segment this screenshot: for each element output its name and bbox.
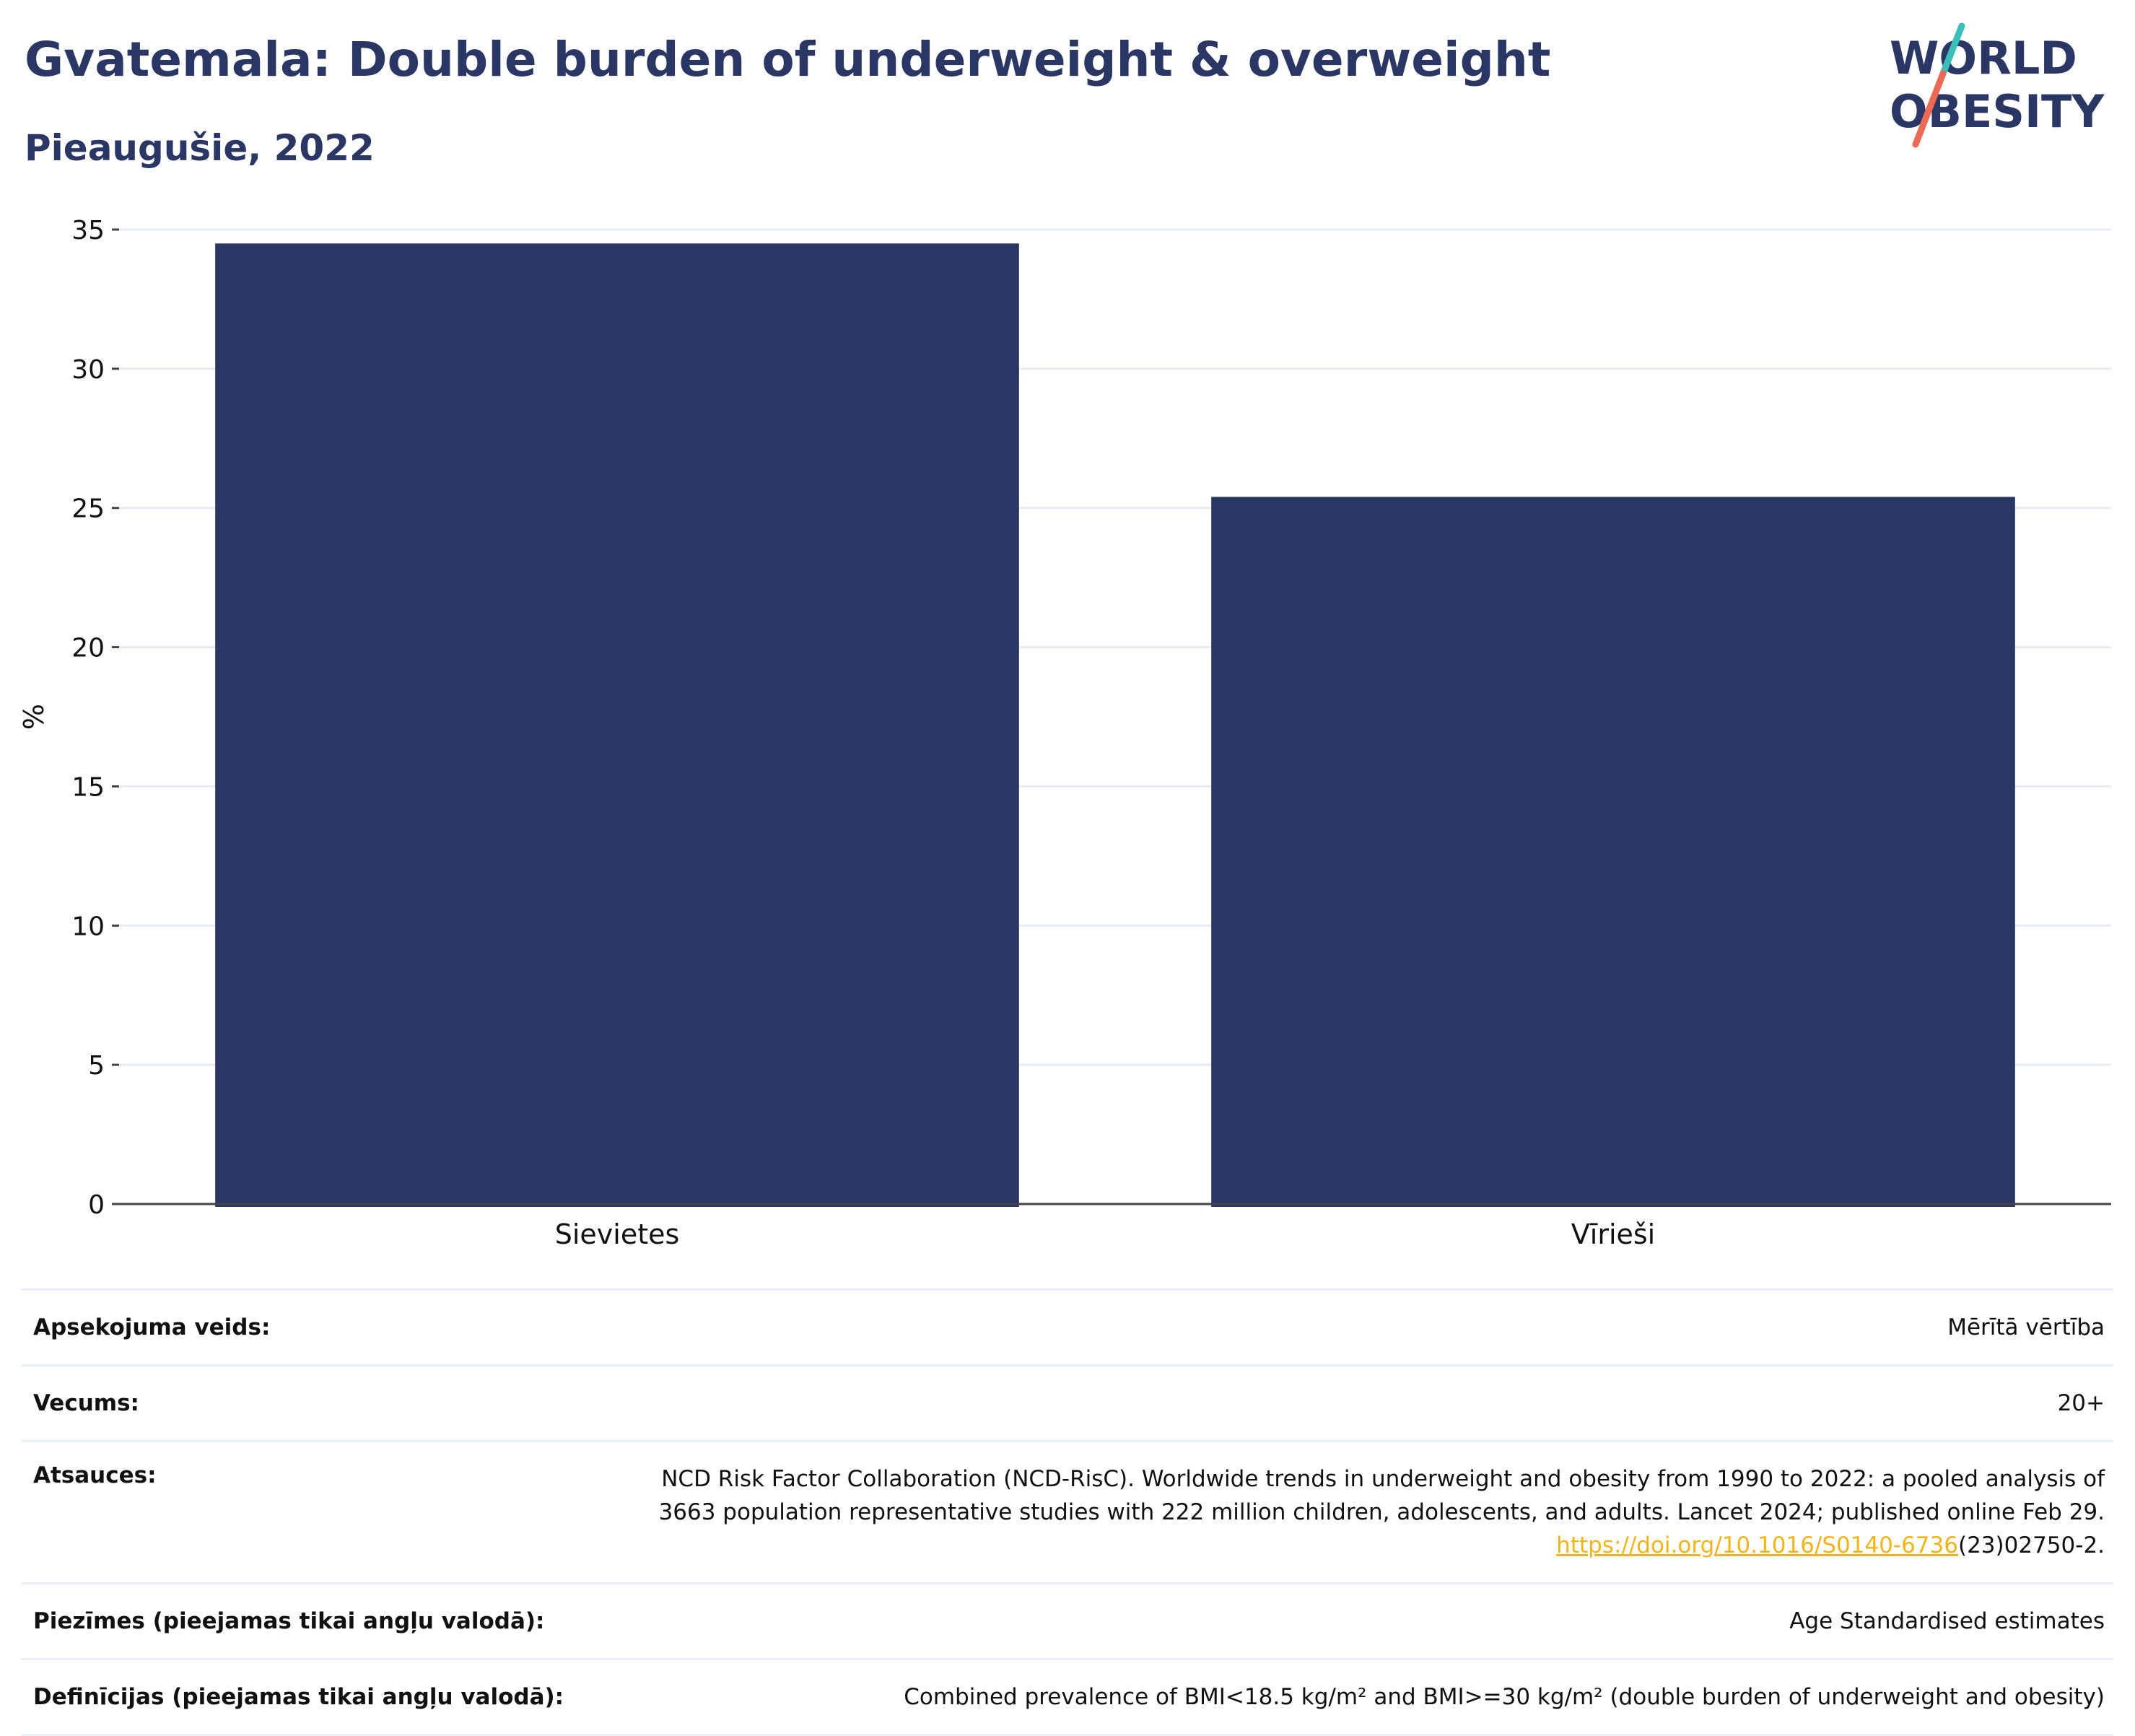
y-tick-label: 20 [71,634,105,663]
bar-1 [1211,497,2015,1207]
y-tick-label: 25 [71,494,105,524]
x-tick-label: Vīrieši [1571,1218,1655,1250]
y-tick-label: 10 [71,912,105,941]
world-obesity-logo: WORLD OBESITY [1890,22,2105,148]
y-axis-label: % [18,704,50,730]
meta-row-notes: Piezīmes (pieejamas tikai angļu valodā):… [22,1582,2113,1658]
chart-title: Gvatemala: Double burden of underweight … [25,32,1551,87]
y-tick-label: 30 [71,355,105,385]
bar-0 [215,243,1019,1208]
meta-row-age: Vecums: 20+ [22,1364,2113,1440]
meta-label: Vecums: [33,1390,139,1416]
logo-text-world: WORLD [1890,32,2077,84]
reference-line-1: NCD Risk Factor Collaboration (NCD-RisC)… [661,1466,2105,1492]
logo-slash-bottom [1912,70,1947,148]
y-axis-ticks: 0 5 10 15 20 25 30 35 [71,216,119,1220]
x-axis-ticks: Sievietes Vīrieši [555,1218,1656,1250]
meta-label: Apsekojuma veids: [33,1314,271,1340]
meta-row-survey-type: Apsekojuma veids: Mērītā vērtība [22,1288,2113,1364]
meta-value: Combined prevalence of BMI<18.5 kg/m² an… [904,1684,2105,1710]
meta-value: Mērītā vērtība [1947,1314,2105,1340]
meta-row-references: Atsauces: NCD Risk Factor Collaboration … [22,1440,2113,1582]
reference-line-2: 3663 population representative studies w… [658,1499,2105,1525]
meta-label: Atsauces: [33,1462,157,1488]
meta-value: 20+ [2057,1390,2105,1416]
y-tick-label: 35 [71,216,105,245]
x-tick-label: Sievietes [555,1218,680,1250]
bars [215,243,2015,1208]
logo-slash-top [1939,22,1965,77]
bar-chart: 0 5 10 15 20 25 30 35 Sievietes Vīrieši % [18,216,2111,1250]
doi-link[interactable]: https://doi.org/10.1016/S0140-6736 [1556,1532,1958,1558]
meta-value: NCD Risk Factor Collaboration (NCD-RisC)… [659,1462,2105,1562]
meta-label: Piezīmes (pieejamas tikai angļu valodā): [33,1608,545,1634]
y-tick-label: 5 [88,1051,105,1081]
meta-value: Age Standardised estimates [1789,1608,2105,1634]
chart-subtitle: Pieaugušie, 2022 [25,127,375,169]
y-tick-label: 15 [71,772,105,802]
doi-link-tail: (23)02750-2. [1957,1532,2105,1558]
metadata-table: Apsekojuma veids: Mērītā vērtība Vecums:… [22,1288,2113,1736]
meta-row-definitions: Definīcijas (pieejamas tikai angļu valod… [22,1658,2113,1736]
y-tick-label: 0 [88,1190,105,1220]
meta-label: Definīcijas (pieejamas tikai angļu valod… [33,1684,564,1710]
